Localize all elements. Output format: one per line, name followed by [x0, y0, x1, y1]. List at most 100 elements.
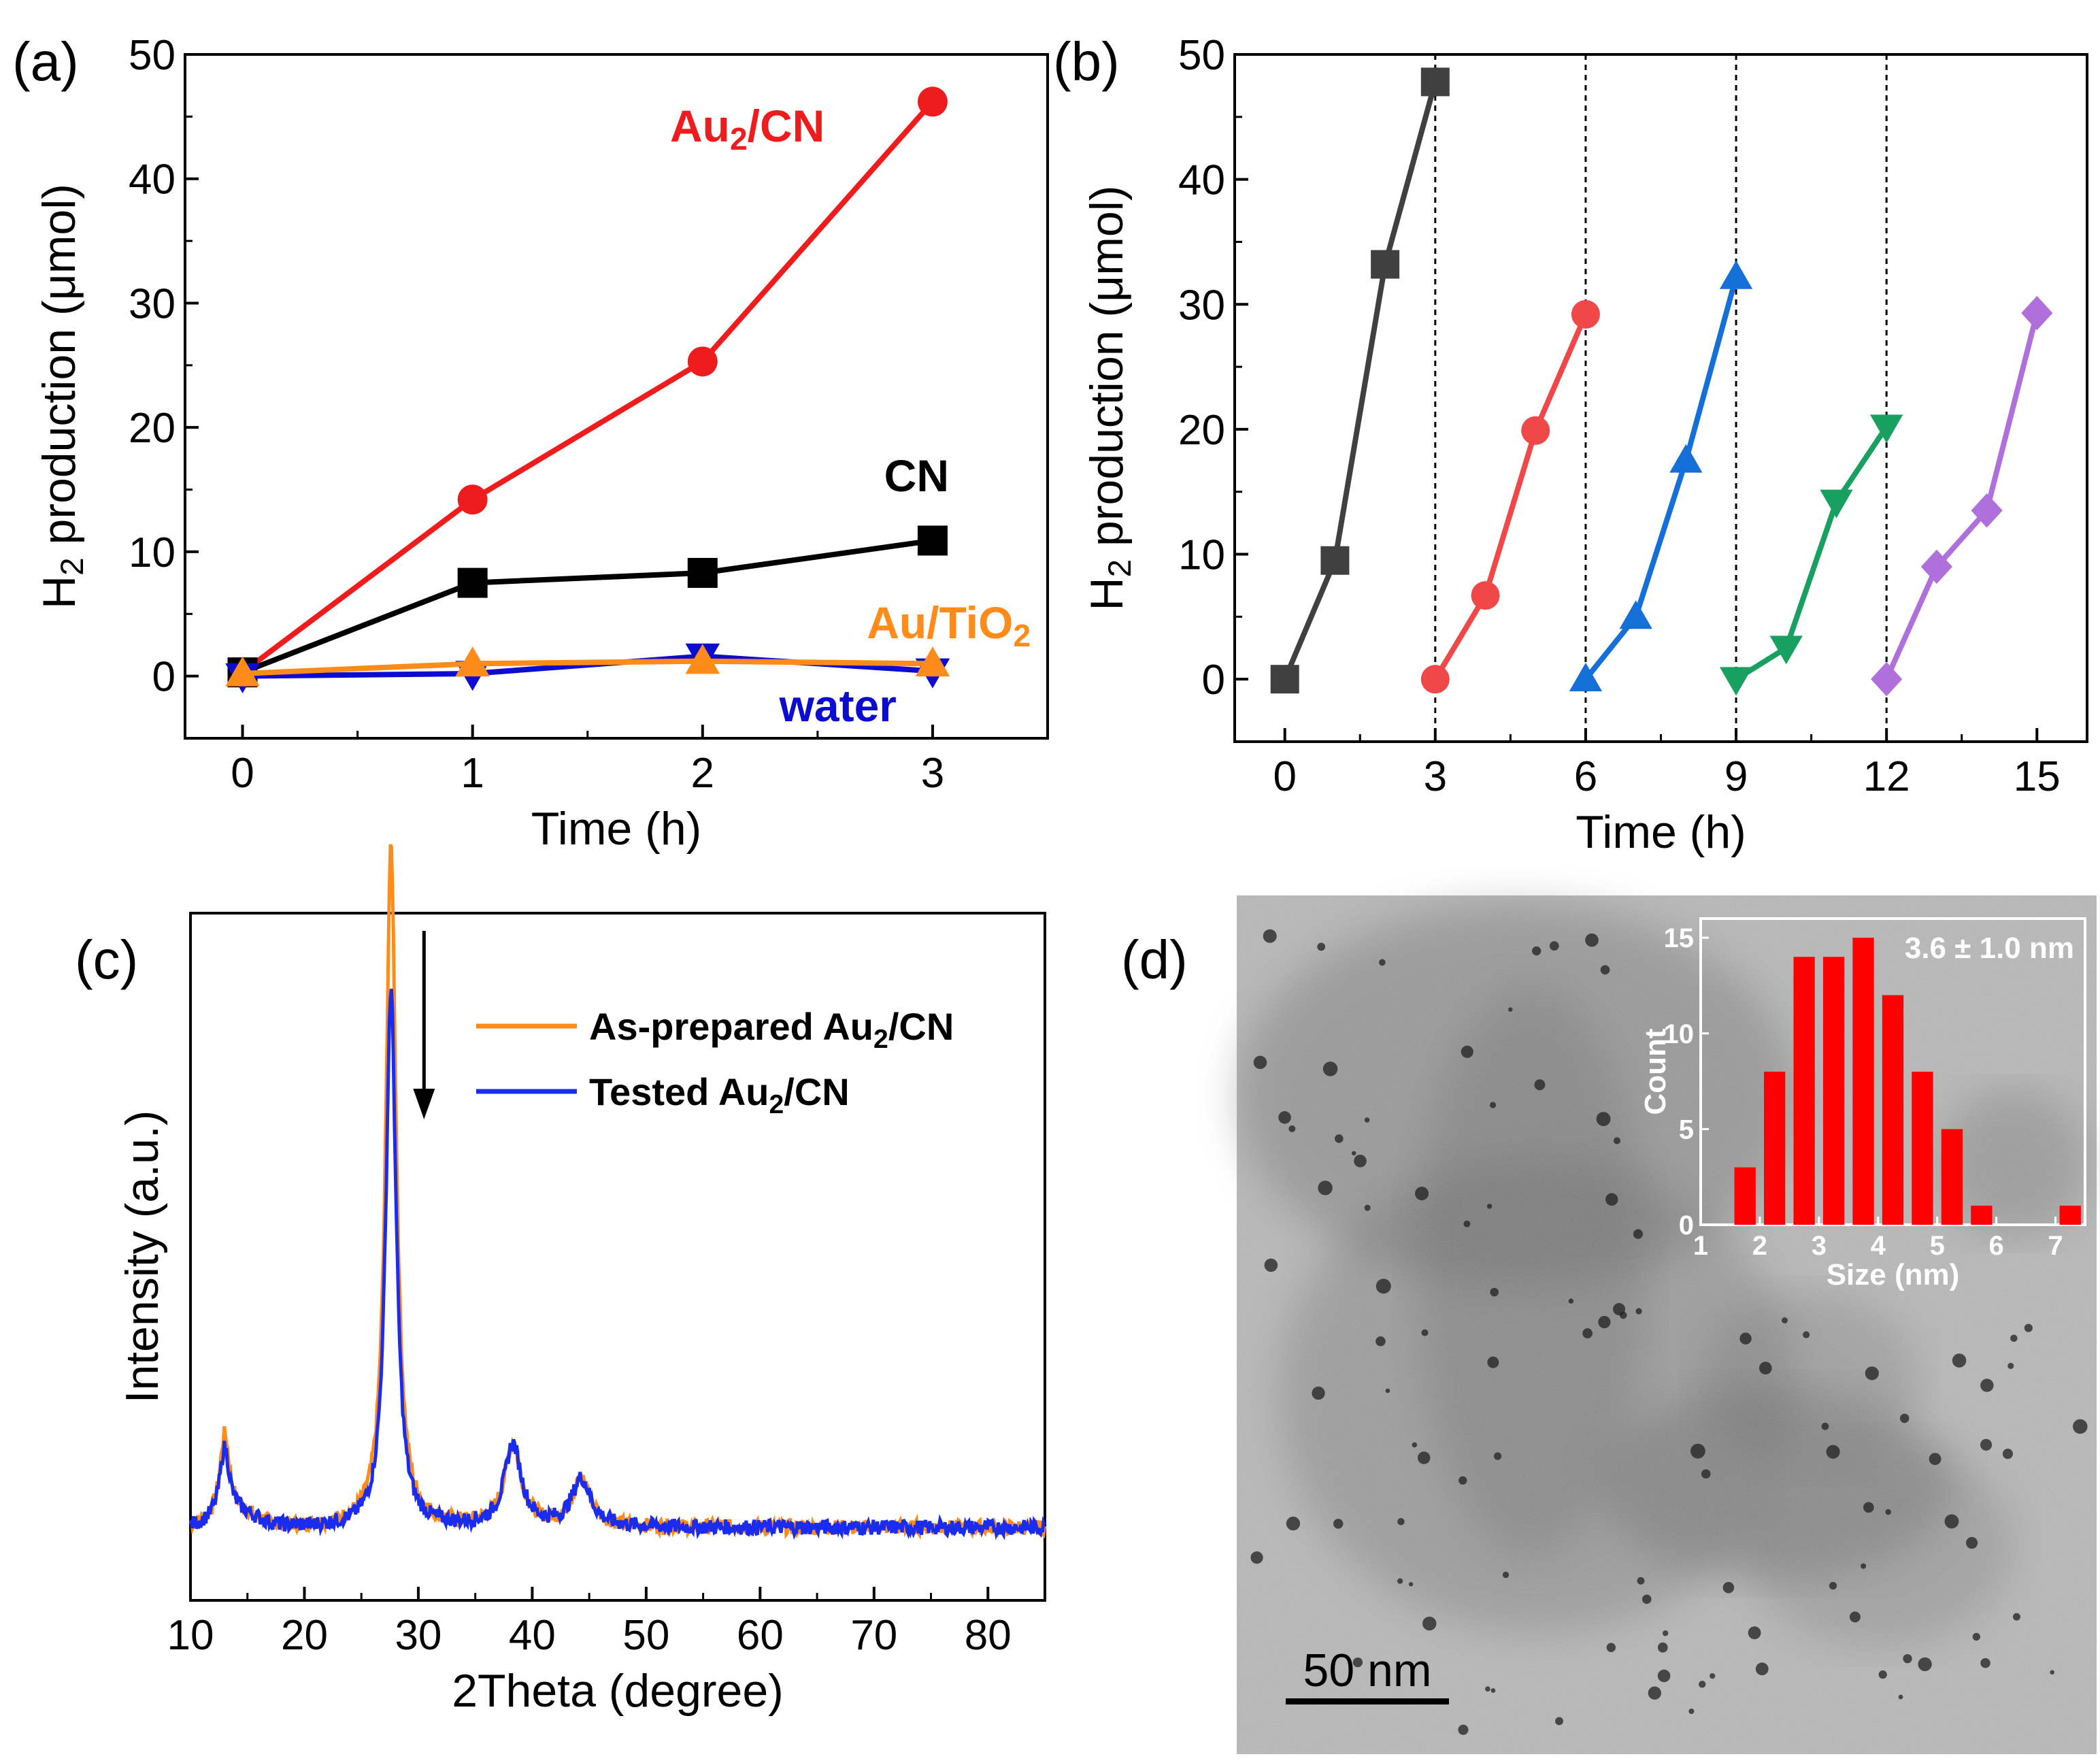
x-tick-label: 3: [1424, 753, 1447, 800]
data-point: [2021, 295, 2053, 331]
nanoparticle: [1699, 1681, 1706, 1688]
nanoparticle: [1980, 1438, 1993, 1451]
nanoparticle: [1980, 1379, 1994, 1392]
x-tick-label: 9: [1724, 753, 1748, 800]
inset-x-label: Size (nm): [1827, 1258, 1960, 1291]
nanoparticle: [1417, 1451, 1431, 1464]
series-line: [1433, 313, 1588, 681]
arrow-head: [413, 1089, 435, 1119]
data-point: [1870, 414, 1903, 444]
x-tick-label: 1: [461, 750, 484, 797]
nanoparticle: [1568, 1298, 1574, 1304]
data-point: [1971, 493, 2003, 528]
y-tick-label: 40: [129, 156, 176, 203]
x-axis-label: Time (h): [1576, 806, 1746, 858]
x-tick-label: 2: [691, 750, 714, 797]
nanoparticle: [1980, 1658, 1990, 1668]
x-tick-label: 0: [1273, 753, 1296, 800]
nanoparticle: [1759, 1362, 1772, 1374]
nanoparticle: [2073, 1419, 2088, 1434]
nanoparticle: [1619, 1311, 1627, 1319]
nanoparticle: [1532, 946, 1541, 956]
inset-y-tick-label: 15: [1664, 923, 1695, 953]
y-tick-label: 30: [1178, 282, 1225, 329]
y-axis-label: Intensity (a.u.): [116, 1110, 168, 1404]
nanoparticle: [1972, 1632, 1981, 1641]
nanoparticle: [1606, 1643, 1616, 1652]
nanoparticle: [2050, 1670, 2054, 1675]
nanoparticle: [1461, 1045, 1473, 1058]
nanoparticle: [2010, 1334, 2018, 1342]
histogram-bar: [1912, 1072, 1933, 1225]
nanoparticle: [1508, 1007, 1513, 1012]
histogram-bar: [2059, 1205, 2081, 1225]
x-tick-label: 50: [622, 1612, 669, 1659]
nanoparticle: [1782, 1317, 1788, 1323]
nanoparticle: [1458, 1724, 1469, 1735]
nanoparticle: [1701, 1469, 1711, 1479]
nanoparticle: [1264, 1258, 1278, 1272]
nanoparticle: [2024, 1323, 2033, 1332]
inset-x-tick-label: 1: [1693, 1231, 1708, 1261]
inset-x-tick-label: 2: [1752, 1231, 1767, 1261]
inset-y-tick-label: 10: [1664, 1019, 1695, 1049]
panel-d-tem: 50 nm 1 2 3 4 5 6 7 0 5 10 15 Size (nm) Count 3.6 ± 1.…: [1237, 895, 2097, 1754]
nanoparticle: [1739, 1332, 1752, 1345]
inset-y-label: Count: [1639, 1028, 1672, 1115]
data-point: [1569, 663, 1603, 692]
data-point: [457, 484, 488, 515]
x-tick-label: 3: [921, 750, 944, 797]
y-axis-label: H2 production (μmol): [1081, 186, 1138, 611]
nanoparticle: [1918, 1657, 1932, 1672]
series-line: [1734, 425, 1889, 682]
panel-label-c: (c): [75, 929, 138, 990]
nanoparticle: [1690, 1443, 1705, 1459]
xrd-trace: [188, 989, 1046, 1540]
nanoparticle: [1385, 1388, 1390, 1394]
y-tick-label: 10: [129, 529, 176, 576]
y-tick-label: 10: [1178, 532, 1225, 579]
y-tick-label: 30: [129, 280, 176, 327]
x-axis-label: 2Theta (degree): [452, 1665, 784, 1717]
nanoparticle: [2007, 1362, 2014, 1369]
panel-c-xrd: 10 20 30 40 50 60 70 80 2Theta (degree) Intensity…: [116, 844, 1046, 1717]
y-tick-label: 50: [1178, 32, 1225, 79]
y-tick-label: 20: [1178, 407, 1225, 454]
nanoparticle: [1278, 1110, 1291, 1124]
nanoparticle: [1351, 1151, 1356, 1156]
nanoparticle: [1641, 1594, 1652, 1604]
nanoparticle: [1397, 1578, 1403, 1584]
series-line: [242, 658, 933, 676]
nanoparticle: [1263, 929, 1277, 943]
data-point: [1669, 444, 1703, 473]
nanoparticle: [1333, 1519, 1344, 1529]
nanoparticle: [1421, 1329, 1429, 1336]
x-tick-label: 30: [395, 1612, 441, 1659]
data-point: [1871, 661, 1903, 697]
inset-x-tick-label: 6: [1988, 1231, 2003, 1261]
nanoparticle: [1662, 1630, 1669, 1636]
data-point: [1719, 260, 1753, 289]
data-point: [1820, 489, 1853, 518]
y-tick-label: 20: [129, 405, 176, 452]
y-tick-label: 0: [152, 654, 176, 701]
panel-label-d: (d): [1121, 929, 1188, 990]
nanoparticle: [1463, 1220, 1471, 1227]
nanoparticle: [1364, 1117, 1370, 1123]
histogram-bar: [1971, 1205, 1993, 1225]
data-point: [1920, 549, 1952, 584]
nanoparticle: [1863, 1502, 1874, 1513]
series-line: [242, 653, 933, 679]
histogram-bar: [1734, 1167, 1756, 1225]
nanoparticle: [1722, 1581, 1735, 1594]
scale-bar: [1286, 1698, 1449, 1704]
legend-label: As-prepared Au2/CN: [589, 1005, 954, 1054]
data-point: [687, 557, 718, 588]
nanoparticle: [1826, 1445, 1840, 1459]
nanoparticle: [1502, 1571, 1510, 1579]
nanoparticle: [1637, 1577, 1645, 1585]
nanoparticle: [1459, 1476, 1467, 1485]
histogram-bar: [1793, 957, 1815, 1225]
nanoparticle: [1493, 1452, 1502, 1460]
data-point: [1420, 665, 1450, 694]
